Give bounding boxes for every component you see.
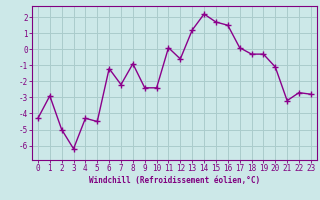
X-axis label: Windchill (Refroidissement éolien,°C): Windchill (Refroidissement éolien,°C) [89, 176, 260, 185]
